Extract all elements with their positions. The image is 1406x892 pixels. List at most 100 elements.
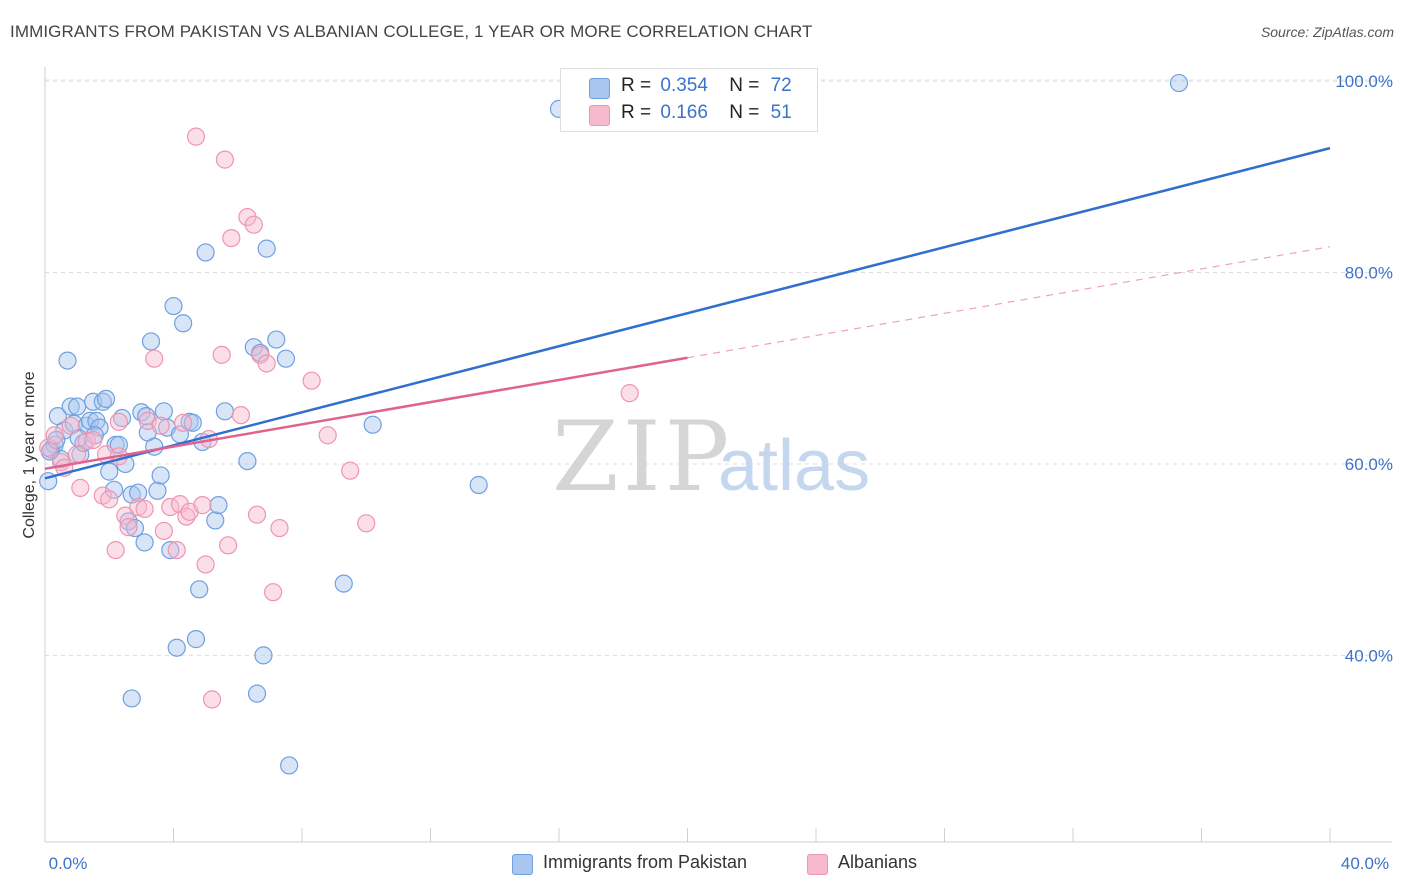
data-point [77,431,96,451]
data-point [318,426,337,445]
data-point [116,506,135,525]
data-point [267,330,286,349]
data-point [84,430,103,450]
gridlines [45,79,1392,656]
data-point [219,536,238,555]
watermark-atlas: atlas [718,426,870,506]
y-tick-label: 80.0% [1345,264,1393,283]
data-point [93,392,112,411]
y-tick-label: 60.0% [1345,455,1393,474]
data-point [119,518,138,537]
chart-title: IMMIGRANTS FROM PAKISTAN VS ALBANIAN COL… [10,22,813,41]
watermark-zip: ZIP [552,401,733,513]
data-point [238,451,257,471]
data-point [254,646,273,665]
legend-r-value: 0.354 [660,75,708,96]
data-point [334,574,353,593]
data-point [247,684,267,703]
data-point [222,228,241,248]
data-point [215,150,234,169]
data-point [212,345,231,364]
data-point [129,497,148,517]
data-point [161,540,180,560]
trend-line-extension [687,246,1331,359]
data-point [263,583,283,602]
data-point [174,314,193,333]
data-point [80,411,100,430]
data-point [215,402,234,421]
y-tick-label: 100.0% [1335,72,1393,91]
data-point [257,239,276,258]
legend-swatch-albanians [807,854,828,875]
data-point [148,481,167,500]
legend-n-value: 51 [770,102,792,123]
data-point [129,483,148,502]
data-point [363,415,382,434]
data-point [109,412,128,431]
data-point [276,349,296,368]
data-point [104,480,124,499]
data-point [247,505,267,524]
data-point [141,332,161,351]
legend-swatch-albanians [589,105,610,126]
data-point [100,462,119,481]
trend-lines [44,146,1331,480]
y-axis-title: College, 1 year or more [21,371,38,538]
data-point [302,371,321,390]
data-point [186,630,206,649]
data-point [270,518,289,538]
data-point [196,555,215,574]
data-point [151,416,170,435]
data-point [125,518,145,538]
tick-labels: 100.0% 80.0% 60.0% 40.0% 0.0% 40.0% [49,72,1393,873]
legend-swatch-pakistan [589,78,610,99]
data-point [61,397,80,416]
data-point [135,533,154,552]
data-point [1169,73,1189,93]
data-point [620,384,639,403]
legend-label-pakistan: Immigrants from Pakistan [543,852,748,872]
data-point [100,490,119,509]
legend-n-value: 72 [770,75,792,96]
data-point [164,296,183,316]
data-point [202,690,222,709]
data-point [45,426,64,445]
data-point [135,499,154,519]
data-point [119,512,138,531]
data-point [209,496,228,515]
data-point [280,756,299,775]
data-point [58,351,77,370]
data-point [167,540,186,560]
legend-n-label: N = [729,102,760,123]
data-point [106,540,125,560]
data-point [71,478,90,497]
legend-n-label: N = [729,75,760,96]
data-point [257,354,276,373]
y-tick-label: 40.0% [1345,646,1393,665]
data-point [206,511,225,530]
data-point [341,461,360,480]
x-tick-label: 40.0% [1341,854,1389,873]
data-point [96,389,116,408]
data-point [231,406,251,425]
data-point [190,580,209,599]
data-point [186,127,206,146]
data-point [61,416,80,435]
legend-swatch-pakistan [512,854,533,875]
data-point [357,514,376,533]
data-point [167,638,186,657]
legend-r-label: R = [621,75,652,96]
series-pakistan-points [39,73,1189,775]
legend-r-label: R = [621,102,652,123]
correlation-legend: R = 0.354 N = 72 R = 0.166 N = 51 [560,68,818,132]
data-point [196,243,215,262]
series-legend: Immigrants from Pakistan Albanians [0,852,1406,876]
data-point [145,349,164,368]
data-point [174,413,193,432]
data-point [154,521,173,541]
trend-line [44,146,1331,480]
legend-label-albanians: Albanians [838,852,918,872]
legend-r-value: 0.166 [660,102,708,123]
data-point [193,496,212,515]
source-label: Source: ZipAtlas.com [1260,24,1394,40]
